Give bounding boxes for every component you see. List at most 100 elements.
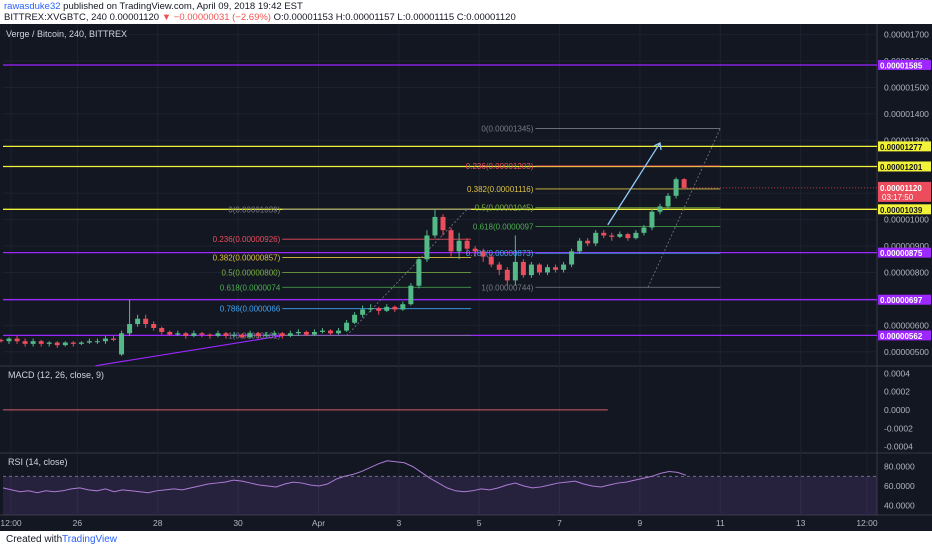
candle-body	[416, 259, 422, 286]
macd-tick-label: 0.0004	[884, 368, 910, 378]
candle-body	[46, 342, 52, 344]
candle-body	[319, 330, 325, 332]
candle-body	[119, 333, 125, 355]
candle-body	[223, 333, 229, 336]
macd-tick-label: 0.0002	[884, 387, 910, 397]
fib-level-label: 0.786(0.00000873)	[466, 249, 534, 258]
candle-body	[569, 251, 575, 265]
current-price-tag	[878, 181, 931, 202]
candle-body	[496, 264, 502, 270]
fib-level-label: 0.618(0.0000074	[220, 283, 281, 292]
price-line-tag-label: 0.00001277	[880, 143, 923, 152]
candle-body	[368, 308, 374, 310]
candle-body	[681, 179, 687, 188]
chart-title: Verge / Bitcoin, 240, BITTREX	[6, 29, 127, 39]
fib-trend-dashed	[346, 209, 468, 336]
candle-body	[376, 308, 382, 311]
time-axis: 12:00 26 28 30 Apr 3 5 7 9 11 13 12:00	[0, 518, 877, 528]
candle-body	[504, 269, 510, 281]
time-tick-label: 3	[396, 518, 401, 528]
publish-header: rawasduke32 published on TradingView.com…	[0, 0, 932, 24]
projection-arrow	[607, 142, 661, 226]
candle-body	[255, 333, 261, 336]
fib-retracement-left: 0(0.00001039) 0.236(0.00000926) 0.382(0.00…	[213, 205, 472, 341]
candle-body	[191, 333, 197, 336]
candle-body	[528, 264, 534, 276]
price-tick-label: 0.00001300	[884, 135, 929, 145]
candle-body	[440, 216, 446, 231]
candle-body	[657, 206, 663, 212]
candle-body	[400, 304, 406, 310]
chart-background	[0, 24, 932, 531]
candle-body	[159, 327, 165, 332]
price-line-tag	[878, 161, 931, 172]
price-line-tag	[878, 330, 931, 341]
rsi-tick-label: 40.0000	[884, 500, 915, 510]
time-tick-label: 12:00	[0, 518, 22, 528]
author-link[interactable]: rawasduke32	[4, 1, 61, 12]
candle-body	[54, 342, 60, 346]
price-line-tag-label: 0.00001585	[880, 61, 923, 70]
time-tick-label: 9	[638, 518, 643, 528]
candle-body	[86, 341, 92, 343]
footer: Created with TradingView	[0, 531, 932, 550]
candle-body	[432, 216, 438, 236]
candle-body	[665, 195, 671, 207]
time-tick-label: 7	[557, 518, 562, 528]
candle-body	[601, 232, 607, 236]
fib-level-label: 0.382(0.00000857)	[213, 253, 281, 262]
chart-area[interactable]: Verge / Bitcoin, 240, BITTREX 0.00001700 0…	[0, 24, 932, 531]
ohlc-info: BITTREX:XVGBTC, 240 0.00001120 ▼ −0.0000…	[4, 12, 516, 23]
publish-info: rawasduke32 published on TradingView.com…	[4, 1, 303, 12]
price-line-tag	[878, 247, 931, 258]
price-line-tag	[878, 59, 931, 70]
candle-body	[488, 256, 494, 265]
time-tick-label: 11	[716, 518, 725, 528]
candle-body	[143, 318, 149, 325]
rsi-tick-label: 80.0000	[884, 462, 915, 472]
candle-body	[472, 248, 478, 252]
candle-body	[561, 264, 567, 270]
ohlc-close: C:0.00001120	[456, 12, 516, 23]
rsi-tick-label: 60.0000	[884, 481, 915, 491]
candle-body	[127, 324, 133, 334]
candle-body	[577, 240, 583, 252]
fib-level-label: 0.786(0.0000066	[220, 305, 281, 314]
support-trendline	[95, 335, 283, 367]
candle-body	[609, 235, 615, 237]
candle-body	[617, 234, 623, 237]
candle-body	[641, 227, 647, 233]
time-tick-label: 28	[153, 518, 163, 528]
fib-level-label: 1(0.00000561)	[228, 332, 280, 341]
candle-body	[287, 333, 293, 336]
price-line-tag-label: 0.00000697	[880, 296, 923, 305]
candle-body	[625, 234, 631, 239]
candle-body	[30, 341, 36, 344]
time-tick-label: 26	[73, 518, 83, 528]
fib-level-label: 0.236(0.00001203)	[466, 162, 534, 171]
candle-body	[151, 324, 157, 328]
price-line-tag-label: 0.00000875	[880, 249, 923, 258]
fib-level-label: 0.5(0.00000800)	[222, 268, 281, 277]
candle-body	[62, 342, 68, 346]
fib-level-label: 0.382(0.00001116)	[467, 185, 534, 194]
ohlc-high: H:0.00001157	[335, 12, 395, 23]
price-line-tag-label: 0.00001039	[880, 206, 923, 215]
fib-level-label: 0.618(0.0000097	[473, 222, 534, 231]
price-line-tag	[878, 294, 931, 305]
price-axis-bg	[877, 24, 932, 531]
time-tick-label: 30	[233, 518, 243, 528]
tradingview-logo[interactable]: TradingView	[62, 534, 118, 545]
price-change: ▼ −0.00000031 (−2.69%)	[161, 12, 271, 23]
candle-body	[38, 341, 44, 344]
projection-arrow-head	[653, 141, 662, 151]
candle-body	[327, 330, 333, 334]
time-tick-label: Apr	[312, 518, 325, 528]
candle-body	[448, 230, 454, 252]
current-price-label: 0.00001120	[880, 184, 922, 193]
price-tick-label: 0.00000500	[884, 347, 929, 357]
candle-body	[167, 331, 173, 335]
fib-level-label: 0(0.00001039)	[228, 205, 280, 214]
candle-body	[536, 264, 542, 273]
price-tick-label: 0.00001500	[884, 82, 929, 92]
